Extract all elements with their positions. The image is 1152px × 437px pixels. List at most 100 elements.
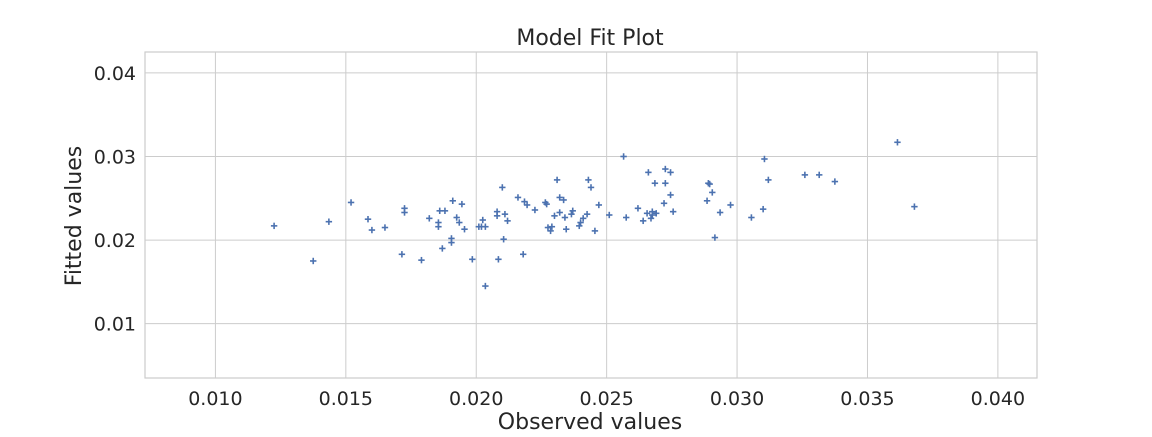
x-axis-label: Observed values <box>498 410 682 432</box>
scatter-point <box>368 226 376 234</box>
scatter-point <box>325 218 333 225</box>
scatter-point <box>556 209 563 216</box>
scatter-point <box>639 217 647 225</box>
scatter-point <box>583 210 591 218</box>
scatter-point <box>482 223 489 230</box>
scatter-point <box>448 235 455 242</box>
scatter-point <box>706 180 713 188</box>
scatter-point <box>556 194 563 201</box>
scatter-point <box>703 197 711 204</box>
scatter-point <box>716 209 724 216</box>
scatter-point <box>643 210 651 217</box>
scatter-point <box>479 216 486 224</box>
scatter-point <box>426 215 433 222</box>
scatter-point <box>894 139 901 146</box>
scatter-point <box>501 210 509 218</box>
scatter-point <box>816 171 823 179</box>
scatter-point <box>595 201 603 209</box>
scatter-point <box>660 200 668 207</box>
scatter-point <box>523 201 531 209</box>
scatter-point <box>441 207 449 215</box>
scatter-point <box>439 245 446 252</box>
y-tick-label: 0.04 <box>94 63 136 85</box>
scatter-point <box>647 215 655 222</box>
grid-lines <box>145 52 1037 378</box>
scatter-point <box>398 251 406 258</box>
scatter-point <box>748 214 755 221</box>
scatter-point <box>495 256 502 263</box>
scatter-point <box>709 189 716 196</box>
scatter-point <box>551 212 558 220</box>
scatter-point <box>667 191 674 199</box>
scatter-point <box>458 200 466 208</box>
scatter-point <box>418 256 425 264</box>
scatter-point <box>548 223 556 230</box>
scatter-point <box>456 219 463 226</box>
scatter-point <box>500 236 507 243</box>
scatter-point <box>561 214 569 221</box>
scatter-point <box>381 224 389 231</box>
scatter-point <box>449 197 456 204</box>
scatter-point <box>482 282 489 290</box>
scatter-point <box>493 212 501 220</box>
x-tick-label: 0.040 <box>971 388 1025 410</box>
scatter-point <box>634 205 642 212</box>
scatter-point <box>761 155 768 163</box>
tick-labels: 0.010 0.015 0.020 0.025 0.030 0.035 0.040 0.01 0… <box>94 63 1025 410</box>
scatter-point <box>310 257 317 265</box>
plot-frame <box>144 51 1038 379</box>
scatter-point <box>435 219 442 226</box>
scatter-point <box>649 208 656 215</box>
scatter-point <box>569 207 576 215</box>
scatter-point <box>653 210 660 217</box>
scatter-point <box>623 214 630 221</box>
scatter-point <box>579 215 587 222</box>
scatter-point <box>759 205 767 213</box>
scatter-point <box>531 206 539 214</box>
x-tick-label: 0.025 <box>579 388 633 410</box>
scatter-point <box>568 210 575 218</box>
scatter-point <box>519 251 527 258</box>
x-tick-label: 0.010 <box>188 388 242 410</box>
scatter-point <box>453 214 460 221</box>
scatter-point <box>911 203 918 210</box>
scatter-point <box>662 180 669 187</box>
scatter-point <box>270 222 278 230</box>
scatter-point <box>553 176 561 184</box>
scatter-point <box>401 205 408 212</box>
scatter-point <box>547 227 554 235</box>
scatter-point <box>469 256 476 263</box>
scatter-point <box>544 224 552 231</box>
y-axis-label: Fitted values <box>62 146 87 286</box>
scatter-point <box>669 208 677 215</box>
data-points <box>270 139 918 290</box>
scatter-point <box>514 194 522 201</box>
scatter-point <box>543 200 550 208</box>
scatter-point <box>620 153 627 160</box>
scatter-point <box>831 178 839 185</box>
scatter-point <box>662 165 669 173</box>
scatter-point <box>347 199 355 206</box>
scatter-point <box>711 234 719 241</box>
scatter-point <box>504 217 511 225</box>
scatter-point <box>521 198 528 205</box>
scatter-point <box>667 169 674 176</box>
scatter-point <box>364 215 372 223</box>
scatter-point <box>645 169 652 176</box>
y-tick-label: 0.01 <box>94 314 136 336</box>
scatter-point <box>591 227 599 235</box>
chart-title: Model Fit Plot <box>516 26 664 51</box>
scatter-point <box>651 180 659 187</box>
scatter-point <box>705 180 712 187</box>
scatter-point <box>499 184 506 191</box>
y-tick-label: 0.02 <box>94 230 136 252</box>
scatter-point <box>577 219 584 226</box>
scatter-point <box>801 171 809 179</box>
scatter-point <box>585 176 592 184</box>
scatter-point <box>727 201 734 209</box>
scatter-point <box>587 184 595 191</box>
scatter-point <box>606 211 613 219</box>
scatter-point <box>765 176 772 184</box>
scatter-point <box>461 226 468 233</box>
